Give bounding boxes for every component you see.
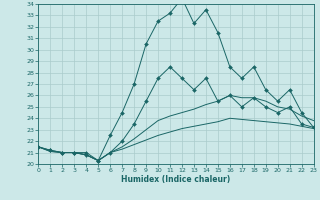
X-axis label: Humidex (Indice chaleur): Humidex (Indice chaleur) <box>121 175 231 184</box>
